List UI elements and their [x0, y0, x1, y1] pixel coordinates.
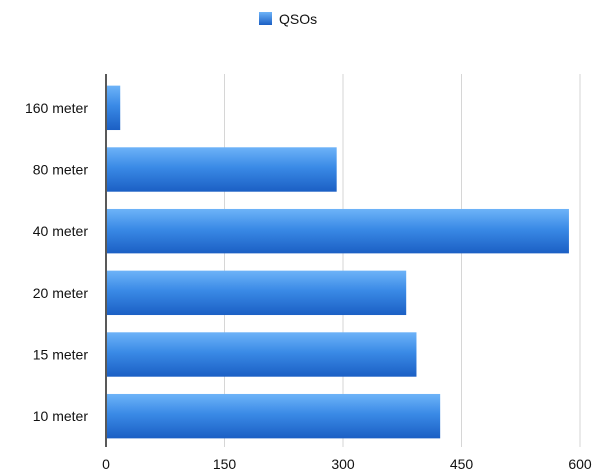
y-tick-label: 20 meter [33, 285, 89, 301]
bar [107, 208, 569, 254]
legend-swatch [259, 12, 272, 25]
y-tick-labels: 160 meter 80 meter 40 meter 20 meter 15 mete… [25, 100, 88, 424]
y-tick-label: 10 meter [33, 408, 89, 424]
x-tick-label: 300 [331, 456, 355, 472]
x-tick-label: 450 [450, 456, 474, 472]
y-tick-label: 80 meter [33, 162, 89, 178]
bar [107, 393, 441, 439]
bars [107, 85, 569, 439]
bar [107, 332, 417, 377]
legend: QSOs [259, 11, 317, 27]
y-tick-label: 160 meter [25, 100, 88, 116]
x-tick-label: 600 [568, 456, 592, 472]
y-tick-label: 15 meter [33, 347, 89, 363]
bar [107, 147, 337, 192]
x-tick-labels: 0 150 300 450 600 [102, 456, 592, 472]
legend-label: QSOs [279, 11, 317, 27]
y-tick-label: 40 meter [33, 223, 89, 239]
bar [107, 270, 407, 316]
x-tick-label: 150 [213, 456, 237, 472]
bar [107, 85, 121, 131]
gridlines [224, 74, 581, 447]
x-tick-label: 0 [102, 456, 110, 472]
